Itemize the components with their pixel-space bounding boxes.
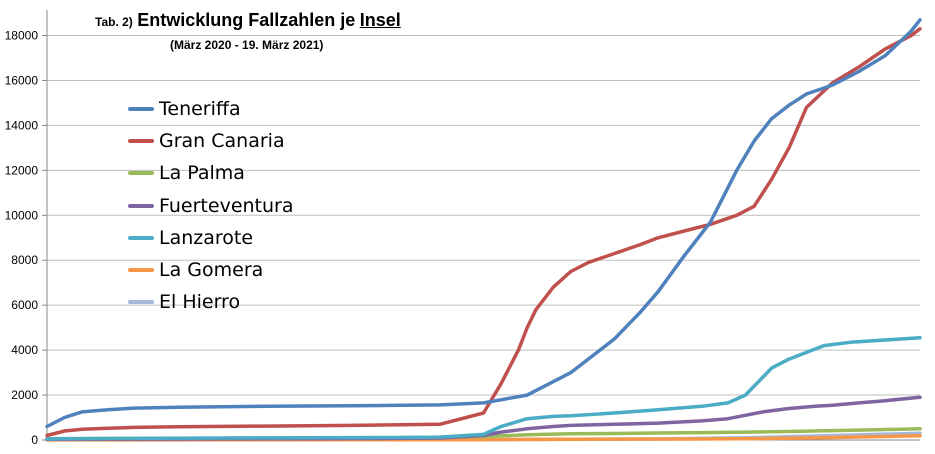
series-line-lanzarote — [45, 336, 922, 441]
legend-item-teneriffa: Teneriffa — [128, 93, 294, 125]
y-tick-label-12000: 12000 — [5, 163, 39, 177]
legend-swatch-fuerteventura — [128, 203, 154, 208]
title-main: Entwicklung Fallzahlen je — [137, 10, 356, 30]
legend-item-el-hierro: El Hierro — [128, 286, 294, 318]
legend-swatch-gran-canaria — [128, 139, 154, 144]
legend-label-el-hierro: El Hierro — [159, 291, 241, 314]
legend-label-gran-canaria: Gran Canaria — [159, 130, 285, 153]
legend-item-gran-canaria: Gran Canaria — [128, 125, 294, 157]
title-prefix: Tab. 2) — [95, 15, 133, 29]
legend-swatch-el-hierro — [128, 300, 154, 305]
chart-title: Tab. 2) Entwicklung Fallzahlen je Insel — [95, 10, 401, 31]
y-tick-label-10000: 10000 — [5, 208, 39, 222]
y-tick-label-14000: 14000 — [5, 118, 39, 132]
legend-item-fuerteventura: Fuerteventura — [128, 190, 294, 222]
y-tick-label-2000: 2000 — [11, 388, 38, 402]
y-tick-label-6000: 6000 — [11, 298, 38, 312]
chart-subtitle: (März 2020 - 19. März 2021) — [170, 38, 324, 52]
series-line-teneriffa — [45, 18, 922, 429]
title-underlined-word: Insel — [359, 10, 401, 30]
legend: Teneriffa Gran Canaria La Palma Fuerteve… — [128, 93, 294, 318]
y-tick-label-18000: 18000 — [5, 29, 39, 43]
series-lines — [45, 18, 922, 442]
legend-swatch-la-palma — [128, 171, 154, 176]
legend-label-la-palma: La Palma — [159, 162, 245, 185]
legend-label-lanzarote: Lanzarote — [159, 226, 254, 249]
y-tick-label-8000: 8000 — [11, 253, 38, 267]
gridlines — [47, 35, 920, 396]
legend-label-la-gomera: La Gomera — [159, 259, 264, 282]
legend-item-lanzarote: Lanzarote — [128, 222, 294, 254]
y-tick-label-0: 0 — [31, 433, 38, 447]
legend-swatch-la-gomera — [128, 268, 154, 273]
y-tick-label-4000: 4000 — [11, 343, 38, 357]
legend-swatch-teneriffa — [128, 107, 154, 112]
legend-item-la-palma: La Palma — [128, 157, 294, 189]
y-axis-tick-labels: 0 2000 4000 6000 8000 10000 12000 14000 16000 180… — [5, 29, 39, 447]
y-tick-label-16000: 16000 — [5, 73, 39, 87]
legend-label-teneriffa: Teneriffa — [159, 98, 241, 121]
legend-item-la-gomera: La Gomera — [128, 254, 294, 286]
legend-label-fuerteventura: Fuerteventura — [159, 194, 294, 217]
legend-swatch-lanzarote — [128, 235, 154, 240]
series-line-gran-canaria — [45, 27, 922, 438]
